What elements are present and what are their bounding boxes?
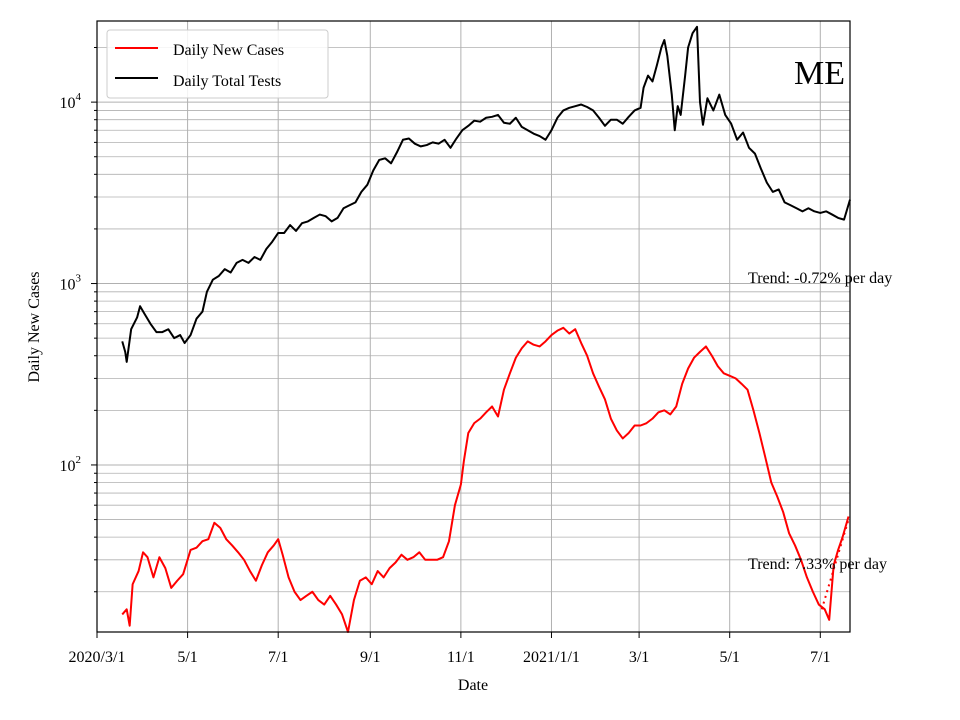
y-tick-label: 103 — [60, 273, 82, 294]
x-tick-label: 2021/1/1 — [523, 649, 580, 666]
state-label: ME — [794, 55, 845, 92]
y-tick-exponent: 2 — [76, 454, 82, 466]
plot-frame — [96, 20, 851, 633]
x-tick-label: 5/1 — [177, 649, 197, 666]
x-axis-label: Date — [458, 677, 488, 694]
y-axis-label: Daily New Cases — [26, 271, 43, 382]
series-layer — [121, 25, 851, 633]
trend-annotation-cases: Trend: 7.33% per day — [748, 556, 887, 573]
x-tick-label: 9/1 — [360, 649, 380, 666]
x-tick-label: 3/1 — [629, 649, 649, 666]
legend-label-daily-total-tests: Daily Total Tests — [173, 73, 281, 90]
x-tick-label: 11/1 — [447, 649, 475, 666]
y-tick-base: 10 — [60, 95, 76, 112]
y-tick-label: 104 — [60, 91, 82, 112]
x-tick-label: 7/1 — [810, 649, 830, 666]
trend-line-daily-new-cases — [820, 519, 850, 610]
legend-box — [106, 29, 329, 99]
legend-label-daily-new-cases: Daily New Cases — [173, 42, 284, 59]
trend-annotation-tests: Trend: -0.72% per day — [748, 270, 892, 287]
y-tick-label: 102 — [60, 454, 82, 475]
legend: Daily New Cases Daily Total Tests — [106, 29, 329, 99]
series-line-daily-new-cases — [121, 326, 850, 633]
y-tick-exponent: 3 — [76, 273, 82, 285]
y-tick-base: 10 — [60, 277, 76, 294]
x-tick-label: 5/1 — [719, 649, 739, 666]
x-tick-label: 2020/3/1 — [69, 649, 126, 666]
series-line-daily-total-tests — [121, 25, 851, 363]
y-tick-exponent: 4 — [76, 91, 82, 103]
y-tick-base: 10 — [60, 458, 76, 475]
x-tick-label: 7/1 — [268, 649, 288, 666]
